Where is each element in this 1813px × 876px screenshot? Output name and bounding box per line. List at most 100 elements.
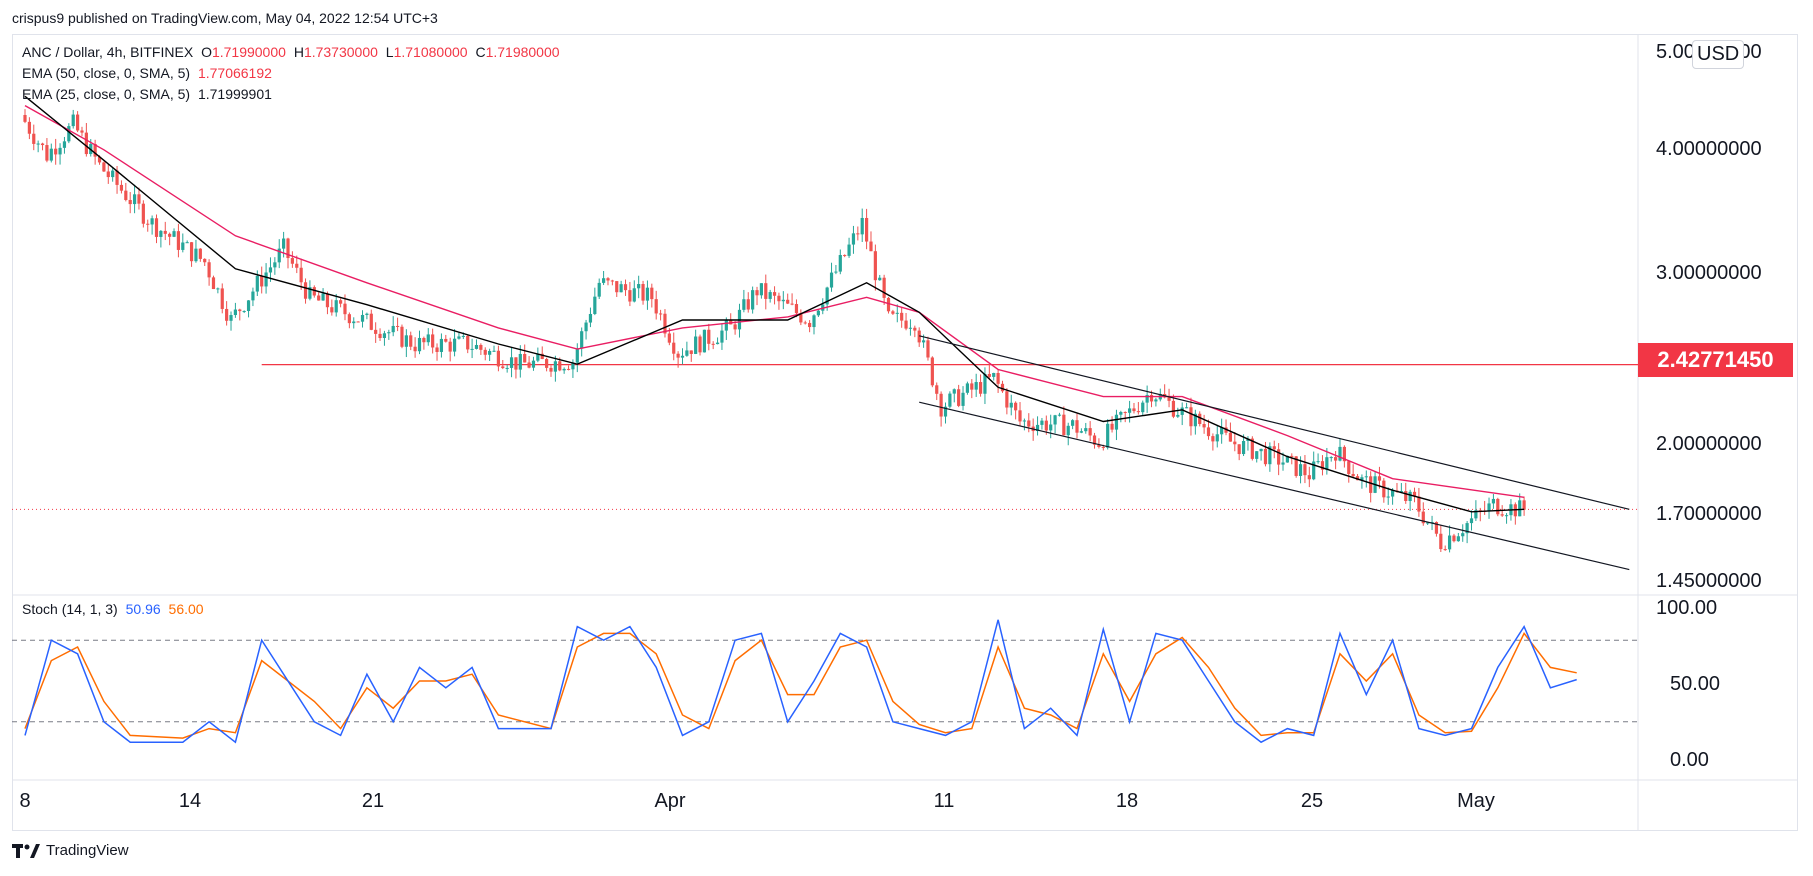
- candle-body: [1277, 449, 1281, 465]
- candle-body: [637, 284, 641, 289]
- candle-body: [1119, 412, 1123, 415]
- level-price-tag: 2.42771450: [1638, 343, 1793, 377]
- stoch-tick: 0.00: [1670, 749, 1709, 771]
- candle-body: [479, 344, 483, 350]
- candle-body: [641, 284, 645, 301]
- legend-stoch-row[interactable]: Stoch (14, 1, 3) 50.96 56.00: [22, 601, 208, 617]
- legend-ema50-row[interactable]: EMA (50, close, 0, SMA, 5) 1.77066192: [22, 65, 276, 81]
- candle-body: [172, 231, 176, 237]
- candle-body: [575, 348, 579, 363]
- candle-body: [1220, 427, 1224, 435]
- candle-body: [667, 333, 671, 343]
- candle-body: [939, 393, 943, 417]
- candle-body: [1474, 510, 1478, 519]
- candle-body: [755, 290, 759, 296]
- candle-body: [1469, 518, 1474, 524]
- candle-body: [1044, 420, 1048, 431]
- candle-body: [1320, 461, 1325, 470]
- candle-body: [308, 287, 312, 299]
- candle-body: [536, 353, 540, 361]
- candle-body: [1057, 414, 1062, 416]
- candle-body: [62, 141, 67, 148]
- currency-badge[interactable]: USD: [1692, 40, 1745, 69]
- candle-body: [1360, 477, 1364, 481]
- legend-ema25-row[interactable]: EMA (25, close, 0, SMA, 5) 1.71999901: [22, 86, 276, 102]
- candle-body: [610, 280, 614, 282]
- candle-body: [115, 170, 119, 185]
- candle-body: [1180, 407, 1184, 415]
- candle-body: [777, 295, 781, 302]
- candle-body: [786, 299, 790, 304]
- candle-body: [1504, 515, 1509, 517]
- candle-body: [1149, 394, 1154, 402]
- candle-body: [111, 170, 115, 178]
- candle-body: [365, 313, 369, 315]
- candle-body: [518, 353, 522, 370]
- candle-body: [470, 348, 474, 350]
- candle-body: [759, 283, 763, 296]
- candle-body: [873, 251, 877, 281]
- candle-body: [580, 331, 584, 349]
- candle-body: [768, 292, 772, 299]
- candle-body: [996, 372, 1000, 384]
- candle-body: [1377, 476, 1382, 481]
- legend-symbol-row[interactable]: ANC / Dollar, 4h, BITFINEX O1.71990000 H…: [22, 44, 564, 60]
- candle-body: [409, 335, 413, 347]
- ema50-line: [24, 104, 1525, 498]
- candle-body: [992, 372, 996, 377]
- time-tick: 8: [19, 790, 31, 812]
- candle-body: [290, 258, 294, 264]
- candle-body: [176, 231, 181, 250]
- candle-body: [1298, 464, 1303, 476]
- candle-body: [1136, 411, 1140, 413]
- candle-body: [391, 325, 395, 333]
- candle-body: [124, 190, 128, 200]
- candle-body: [404, 335, 408, 347]
- candle-body: [794, 304, 799, 314]
- candle-body: [702, 329, 707, 353]
- candle-body: [128, 199, 132, 205]
- candle-body: [860, 217, 864, 235]
- candle-body: [1027, 420, 1031, 427]
- time-tick: May: [1457, 790, 1495, 812]
- candle-body: [395, 325, 400, 327]
- candle-body: [295, 263, 299, 268]
- candle-body: [1106, 423, 1110, 448]
- candle-body: [1101, 446, 1105, 448]
- candle-body: [606, 278, 610, 281]
- candle-body: [1461, 533, 1465, 537]
- publisher-header: crispus9 published on TradingView.com, M…: [12, 10, 438, 26]
- candle-body: [1154, 399, 1158, 402]
- candle-body: [562, 368, 566, 371]
- candle-body: [282, 238, 286, 249]
- candle-body: [1145, 394, 1149, 403]
- candle-body: [58, 147, 62, 155]
- candle-body: [799, 313, 803, 323]
- legend-h: 1.73730000: [303, 44, 378, 60]
- candle-body: [978, 382, 983, 394]
- candle-body: [1347, 461, 1351, 474]
- candle-body: [233, 309, 237, 316]
- candle-body: [970, 383, 974, 390]
- candle-body: [194, 248, 198, 262]
- candle-body: [431, 334, 435, 348]
- candle-body: [417, 337, 422, 352]
- candle-body: [509, 357, 514, 368]
- tradingview-brand[interactable]: TradingView: [12, 842, 129, 859]
- candles-group: [23, 109, 1526, 553]
- legend-c-label: C: [475, 44, 486, 60]
- candle-body: [246, 300, 251, 312]
- time-tick: 14: [178, 790, 202, 812]
- candle-body: [163, 230, 167, 234]
- price-tick: 3.00000000: [1656, 262, 1762, 284]
- candle-body: [1259, 448, 1263, 452]
- candle-body: [1005, 391, 1009, 408]
- candle-body: [268, 267, 273, 273]
- legend-o: 1.71990000: [211, 44, 286, 60]
- lower-trendline: [919, 401, 1630, 571]
- candle-body: [198, 248, 202, 259]
- candle-body: [1224, 427, 1228, 433]
- candle-body: [961, 392, 965, 406]
- candle-body: [698, 336, 702, 353]
